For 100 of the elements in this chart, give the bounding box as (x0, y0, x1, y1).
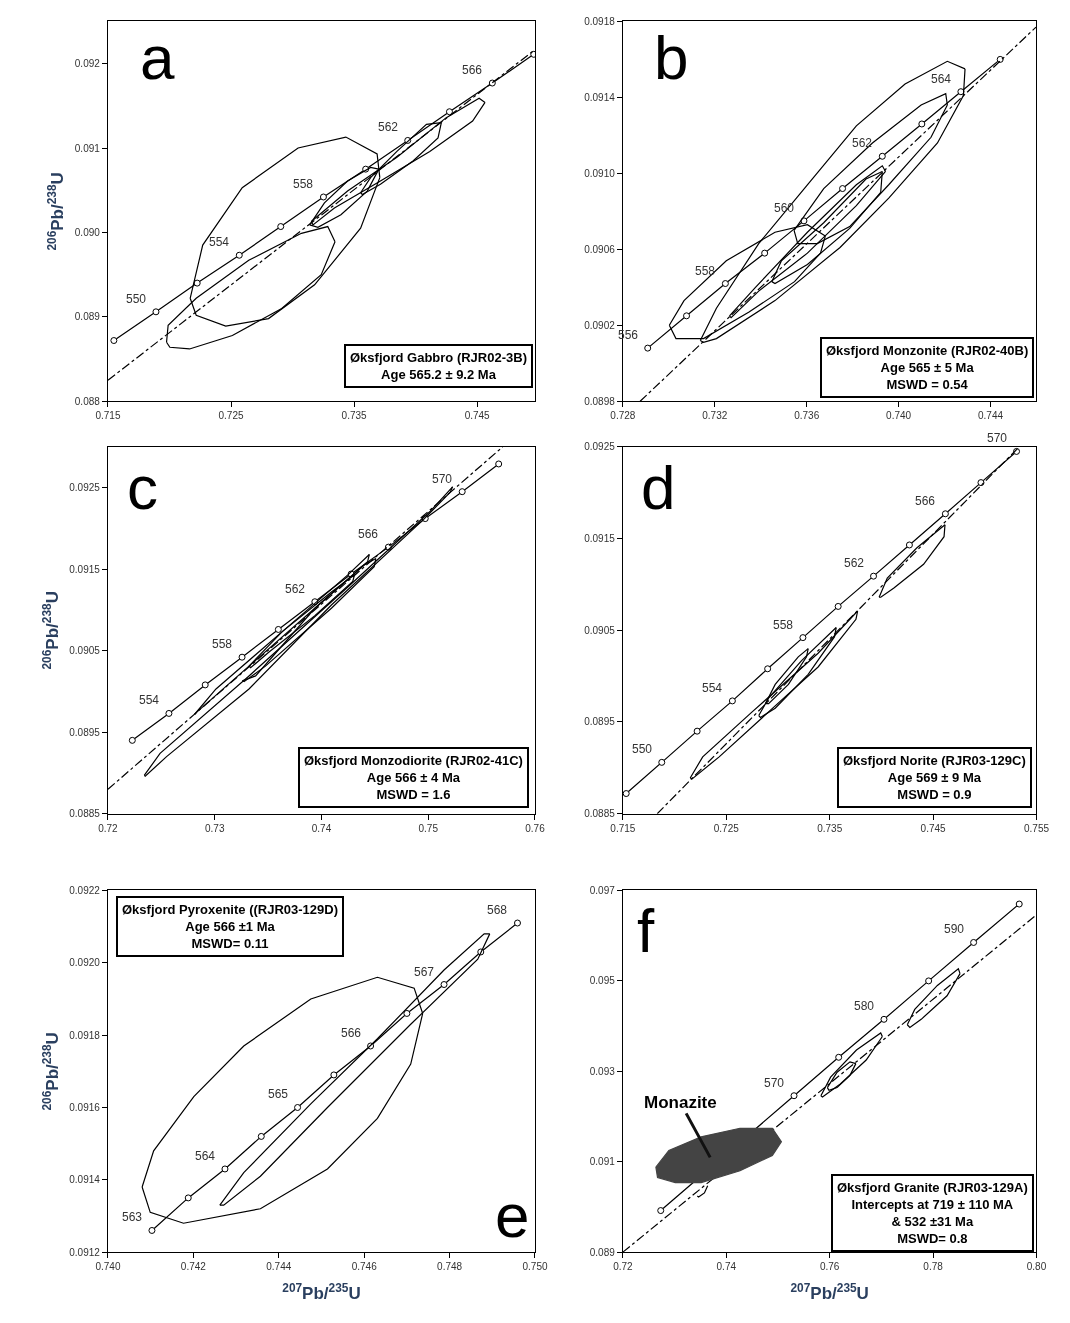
x-tick-label: 0.744 (266, 1261, 292, 1273)
y-tick-label: 0.0916 (69, 1101, 101, 1113)
x-tick-label: 0.74 (716, 1261, 737, 1273)
x-tick-label: 0.735 (341, 410, 368, 422)
annotation: 562 (844, 556, 865, 570)
y-tick-label: 0.092 (74, 58, 101, 70)
x-tick-label: 0.78 (923, 1261, 944, 1273)
x-tick-label: 0.742 (180, 1261, 207, 1273)
y-tick-label: 0.088 (74, 395, 101, 407)
x-tick-label: 0.75 (418, 822, 439, 834)
x-tick-label: 0.72 (613, 1261, 634, 1273)
annotation: Øksfjord Granite (RJR03-129A) Intercepts at 719 ± 110 MA & 532 ±31 Ma MSWD= 0.8 (837, 1180, 1028, 1246)
x-tick-label: 0.72 (98, 822, 119, 834)
x-axis-title: $^{207}$Pb/$^{235}$U (790, 1280, 869, 1303)
annotation: 558 (773, 618, 794, 632)
annotation: 570 (432, 472, 453, 486)
annotation: Øksfjord Monzonite (RJR02-40B) Age 565 ± 5 Ma MSWD = 0.54 (826, 343, 1029, 392)
x-tick-label: 0.750 (522, 1261, 548, 1273)
y-tick-label: 0.0885 (69, 808, 101, 820)
y-tick-label: 0.097 (589, 884, 616, 896)
annotation: 567 (414, 965, 435, 979)
y-tick-label: 0.0906 (584, 243, 616, 255)
y-tick-label: 0.0914 (584, 91, 616, 103)
annotation: 564 (195, 1149, 216, 1163)
x-tick-label: 0.745 (464, 410, 491, 422)
annotation: 565 (268, 1087, 289, 1101)
annotation: 568 (487, 903, 508, 917)
x-tick-label: 0.735 (817, 822, 843, 834)
annotation: 563 (122, 1210, 143, 1224)
annotation: 562 (852, 136, 873, 150)
y-tick-label: 0.091 (74, 142, 101, 154)
annotation: 566 (341, 1026, 362, 1040)
y-tick-label: 0.090 (74, 226, 101, 238)
x-tick-label: 0.76 (819, 1261, 840, 1273)
annotation: 558 (293, 177, 314, 191)
annotation: 554 (139, 693, 160, 707)
y-tick-label: 0.0915 (69, 563, 101, 575)
chart-title: d (641, 453, 676, 522)
y-tick-label: 0.0925 (584, 441, 616, 453)
annotation: 566 (462, 63, 483, 77)
y-tick-label: 0.089 (589, 1246, 616, 1258)
annotation: 566 (358, 527, 379, 541)
annotation: Øksfjord Norite (RJR03-129C) Age 569 ± 9 Ma MSWD = 0.9 (843, 753, 1026, 802)
y-tick-label: 0.0895 (69, 726, 101, 738)
annotation: 564 (931, 72, 952, 86)
x-tick-label: 0.744 (978, 410, 1004, 422)
annotation: 562 (285, 582, 306, 596)
y-tick-label: 0.095 (589, 975, 616, 987)
x-tick-label: 0.715 (610, 822, 636, 834)
text: e (495, 1181, 530, 1250)
y-tick-label: 0.093 (589, 1065, 616, 1077)
annotation: 570 (987, 431, 1008, 445)
annotation: Øksfjord Monzodiorite (RJR02-41C) Age 566 ± 4 Ma MSWD = 1.6 (304, 753, 523, 802)
annotation: 550 (632, 742, 653, 756)
chart-title: b (654, 23, 689, 92)
x-tick-label: 0.725 (713, 822, 740, 834)
y-tick-label: 0.0918 (69, 1029, 101, 1041)
x-tick-label: 0.732 (702, 410, 728, 422)
annotation: 554 (209, 235, 230, 249)
y-tick-label: 0.0895 (584, 716, 616, 728)
y-tick-label: 0.0918 (584, 15, 616, 27)
y-tick-label: 0.0912 (69, 1246, 101, 1258)
x-tick-label: 0.725 (218, 410, 244, 422)
x-tick-label: 0.76 (525, 822, 546, 834)
annotation: 566 (915, 494, 936, 508)
x-tick-label: 0.740 (886, 410, 912, 422)
x-tick-label: 0.746 (351, 1261, 378, 1273)
chart-title: f (637, 896, 655, 965)
y-tick-label: 0.0922 (69, 884, 101, 896)
y-tick-label: 0.0920 (69, 957, 101, 969)
x-tick-label: 0.748 (437, 1261, 463, 1273)
y-tick-label: 0.0910 (584, 167, 616, 179)
x-tick-label: 0.745 (920, 822, 947, 834)
chart-title: a (140, 23, 175, 92)
annotation: 570 (764, 1076, 785, 1090)
x-tick-label: 0.728 (610, 410, 636, 422)
series-label: Monazite (644, 1093, 717, 1112)
x-tick-label: 0.74 (311, 822, 332, 834)
y-tick-label: 0.0905 (584, 624, 616, 636)
x-axis-title: $^{207}$Pb/$^{235}$U (282, 1280, 361, 1303)
y-tick-label: 0.0898 (584, 395, 616, 407)
annotation: 554 (702, 681, 723, 695)
x-tick-label: 0.755 (1023, 822, 1050, 834)
y-tick-label: 0.0915 (584, 533, 616, 545)
annotation: 558 (212, 637, 233, 651)
annotation: 558 (695, 264, 716, 278)
y-tick-label: 0.0925 (69, 482, 101, 494)
y-tick-label: 0.089 (74, 311, 101, 323)
x-tick-label: 0.715 (95, 410, 121, 422)
annotation: Øksfjord Pyroxenite ((RJR03-129D) Age 566 ±1 Ma MSWD= 0.11 (122, 902, 339, 951)
x-tick-label: 0.736 (794, 410, 820, 422)
annotation: 590 (944, 922, 965, 936)
chart-title: c (127, 453, 158, 522)
annotation: 580 (854, 999, 875, 1013)
x-tick-label: 0.740 (95, 1261, 121, 1273)
x-tick-label: 0.73 (204, 822, 225, 834)
annotation: 562 (378, 120, 399, 134)
annotation: Øksfjord Gabbro (RJR02-3B) Age 565.2 ± 9.2 Ma (350, 350, 527, 382)
x-tick-label: 0.80 (1026, 1261, 1047, 1273)
y-tick-label: 0.0885 (584, 808, 616, 820)
